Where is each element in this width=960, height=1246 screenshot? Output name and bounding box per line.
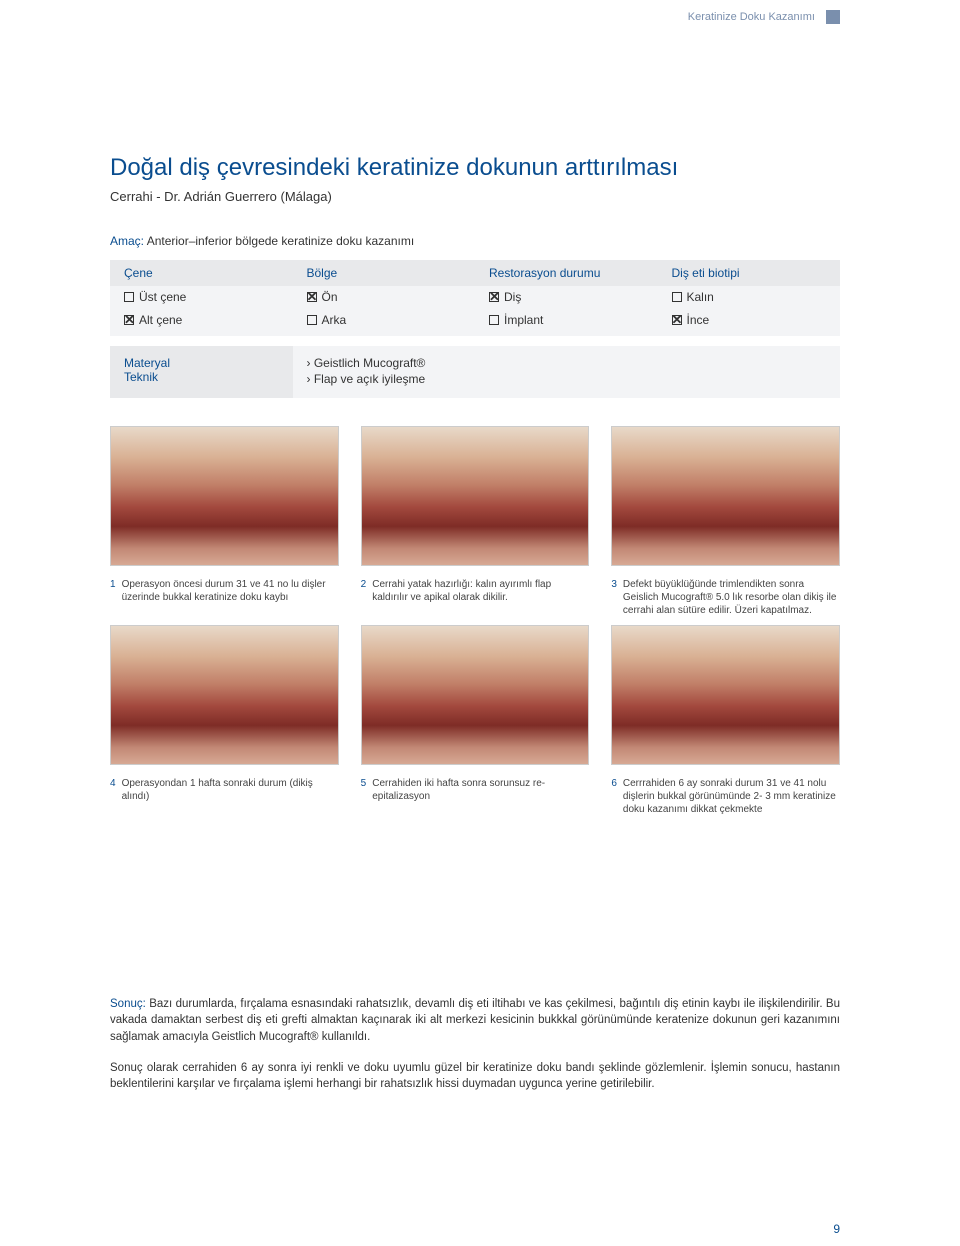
sonuc-label: Sonuç: <box>110 998 146 1010</box>
clinical-photo-1 <box>110 426 339 566</box>
teknik-value: › Flap ve açık iyileşme <box>307 372 827 386</box>
th-cene: Çene <box>110 260 293 286</box>
checkbox-icon <box>307 315 317 325</box>
check-on: Ön <box>307 290 338 304</box>
check-kalin: Kalın <box>672 290 714 304</box>
caption-2: 2Cerrahi yatak hazırlığı: kalın ayırımlı… <box>361 574 590 617</box>
check-implant: İmplant <box>489 313 543 327</box>
caption-5: 5Cerrahiden iki hafta sonra sorunsuz re-… <box>361 773 590 816</box>
checkbox-checked-icon <box>124 315 134 325</box>
info-table: Çene Bölge Restorasyon durumu Diş eti bi… <box>110 260 840 336</box>
check-ust-cene: Üst çene <box>124 290 186 304</box>
caption-1: 1Operasyon öncesi durum 31 ve 41 no lu d… <box>110 574 339 617</box>
caption-6: 6Cerrrahiden 6 ay sonraki durum 31 ve 41… <box>611 773 840 816</box>
table-header-row: Çene Bölge Restorasyon durumu Diş eti bi… <box>110 260 840 286</box>
checkbox-icon <box>672 292 682 302</box>
sonuc-p2: Sonuç olarak cerrahiden 6 ay sonra iyi r… <box>110 1060 840 1093</box>
amac-label: Amaç: <box>110 234 144 248</box>
photo-grid: 1Operasyon öncesi durum 31 ve 41 no lu d… <box>110 426 840 816</box>
amac-text: Anterior–inferior bölgede keratinize dok… <box>147 234 414 248</box>
checkbox-checked-icon <box>672 315 682 325</box>
table-row: Üst çene Ön Diş Kalın <box>110 286 840 309</box>
th-bolge: Bölge <box>293 260 476 286</box>
page-title: Doğal diş çevresindeki keratinize dokunu… <box>110 154 840 183</box>
caption-4: 4Operasyondan 1 hafta sonraki durum (dik… <box>110 773 339 816</box>
th-restorasyon: Restorasyon durumu <box>475 260 658 286</box>
table-row: Alt çene Arka İmplant İnce <box>110 309 840 336</box>
clinical-photo-2 <box>361 426 590 566</box>
material-row: Materyal Teknik › Geistlich Mucograft® ›… <box>110 346 840 398</box>
caption-3: 3Defekt büyüklüğünde trimlendikten sonra… <box>611 574 840 617</box>
clinical-photo-6 <box>611 625 840 765</box>
checkbox-checked-icon <box>489 292 499 302</box>
checkbox-icon <box>124 292 134 302</box>
check-ince: İnce <box>672 313 710 327</box>
breadcrumb-text: Keratinize Doku Kazanımı <box>688 11 815 23</box>
th-biotipi: Diş eti biotipi <box>658 260 841 286</box>
check-dis: Diş <box>489 290 521 304</box>
check-arka: Arka <box>307 313 347 327</box>
checkbox-checked-icon <box>307 292 317 302</box>
page-subtitle: Cerrahi - Dr. Adrián Guerrero (Málaga) <box>110 189 840 204</box>
teknik-label: Teknik <box>124 370 279 384</box>
sonuc-p1: Bazı durumlarda, fırçalama esnasındaki r… <box>110 998 840 1043</box>
amac-line: Amaç: Anterior–inferior bölgede keratini… <box>110 234 840 248</box>
materyal-label: Materyal <box>124 356 279 370</box>
sonuc-block: Sonuç: Bazı durumlarda, fırçalama esnası… <box>110 996 840 1093</box>
clinical-photo-3 <box>611 426 840 566</box>
check-alt-cene: Alt çene <box>124 313 182 327</box>
page-breadcrumb: Keratinize Doku Kazanımı <box>110 10 840 24</box>
clinical-photo-5 <box>361 625 590 765</box>
checkbox-icon <box>489 315 499 325</box>
materyal-value: › Geistlich Mucograft® <box>307 356 827 370</box>
page-number: 9 <box>833 1222 840 1236</box>
clinical-photo-4 <box>110 625 339 765</box>
